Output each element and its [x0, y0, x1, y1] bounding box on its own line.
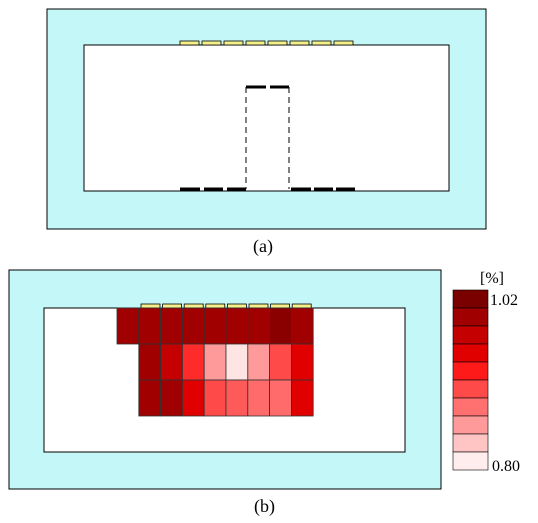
coil-pad: [179, 40, 200, 46]
caption-a: (a): [253, 236, 273, 256]
heatmap-cell: [138, 307, 162, 345]
colorbar-step: [452, 379, 489, 399]
coil-pad: [248, 303, 269, 309]
coil-pad: [245, 40, 266, 46]
heatmap-cell: [247, 307, 271, 345]
coil-pad: [291, 303, 312, 309]
colorbar-step: [452, 307, 489, 327]
heatmap-cell: [247, 379, 271, 417]
heatmap-cell: [160, 343, 183, 381]
heatmap-cell: [225, 307, 249, 345]
panel-a: [46, 8, 487, 230]
colorbar-min-label: 0.80: [492, 458, 520, 475]
heatmap-cell: [160, 307, 183, 345]
coil-pad: [201, 40, 222, 46]
panel-b-heatmap: [116, 307, 314, 417]
colorbar-step: [452, 415, 489, 435]
heatmap-cell: [247, 343, 271, 381]
heatmap-cell: [181, 343, 205, 381]
heatmap-cell: [225, 343, 249, 381]
panel-a-top-pads: [179, 40, 354, 46]
heatmap-cell: [203, 379, 227, 417]
panel-a-profile: [180, 85, 355, 191]
colorbar-max-label: 1.02: [490, 292, 518, 309]
heatmap-cell: [138, 343, 162, 381]
heatmap-cell: [290, 343, 314, 381]
colorbar-unit-label: [%]: [480, 270, 504, 287]
coil-pad: [205, 303, 226, 309]
panel-b: [8, 269, 442, 490]
coil-pad: [140, 303, 161, 309]
coil-pad: [311, 40, 332, 46]
heatmap-cell: [203, 343, 227, 381]
coil-pad: [267, 40, 288, 46]
colorbar-step: [452, 361, 489, 381]
heatmap-cell: [138, 379, 162, 417]
heatmap-cell: [203, 307, 227, 345]
heatmap-cell: [181, 379, 205, 417]
colorbar-step: [452, 397, 489, 417]
coil-pad: [183, 303, 204, 309]
coil-pad: [270, 303, 291, 309]
colorbar-step: [452, 325, 489, 345]
colorbar-step: [452, 289, 489, 309]
coil-pad: [223, 40, 244, 46]
heatmap-cell: [160, 379, 183, 417]
caption-b: (b): [254, 496, 275, 516]
coil-pad: [226, 303, 247, 309]
heatmap-cell: [181, 307, 205, 345]
colorbar-step: [452, 451, 489, 471]
heatmap-cell: [225, 379, 249, 417]
panel-a-inner-region: [83, 44, 450, 192]
colorbar-step: [452, 433, 489, 453]
heatmap-cell: [116, 307, 140, 345]
coil-pad: [333, 40, 354, 46]
heatmap-cell: [269, 379, 292, 417]
heatmap-cell: [269, 307, 292, 345]
coil-pad: [162, 303, 183, 309]
coil-pad: [289, 40, 310, 46]
heatmap-cell: [269, 343, 292, 381]
colorbar: [452, 289, 489, 471]
heatmap-cell: [290, 307, 314, 345]
heatmap-cell: [290, 379, 314, 417]
colorbar-step: [452, 343, 489, 363]
